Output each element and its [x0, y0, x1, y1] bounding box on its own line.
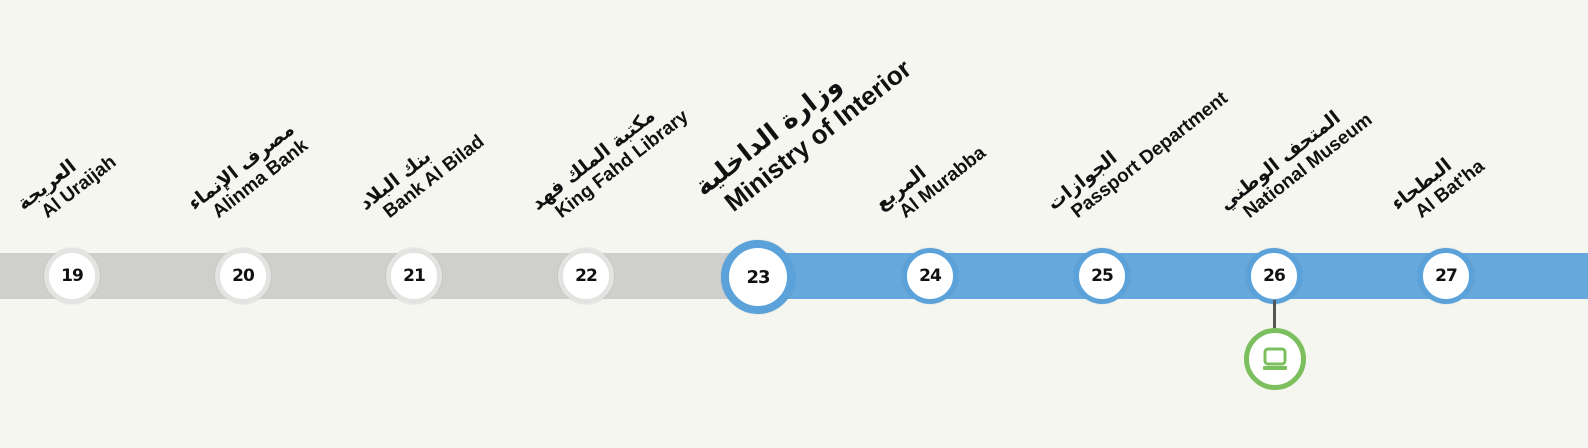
museum-icon[interactable]: [1244, 328, 1306, 390]
station-21[interactable]: 21: [386, 248, 442, 304]
station-22[interactable]: 22: [558, 248, 614, 304]
monitor-glyph-icon: [1263, 347, 1287, 370]
station-name-arabic: الجوازات: [1042, 146, 1122, 215]
station-19[interactable]: 19: [44, 248, 100, 304]
poi-connector: [1273, 300, 1276, 330]
station-25[interactable]: 25: [1074, 248, 1130, 304]
station-26[interactable]: 26: [1246, 248, 1302, 304]
station-name-english: Passport Department: [1067, 87, 1232, 223]
station-name-arabic: وزارة الداخلية: [689, 69, 848, 203]
station-24[interactable]: 24: [902, 248, 958, 304]
station-23[interactable]: 23: [721, 240, 795, 314]
station-20[interactable]: 20: [215, 248, 271, 304]
station-27[interactable]: 27: [1418, 248, 1474, 304]
line-segment-passed: [0, 253, 760, 299]
